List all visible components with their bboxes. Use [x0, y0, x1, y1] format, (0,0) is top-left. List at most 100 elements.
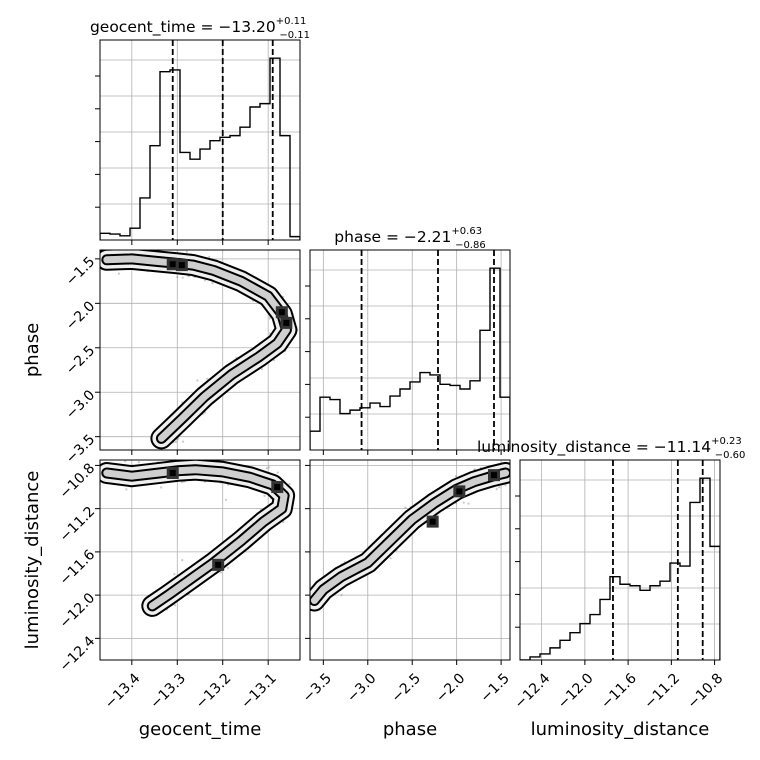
hist-frame-phase [309, 249, 511, 451]
sample-point [276, 471, 279, 474]
hist-frame-geocent-time [99, 39, 301, 241]
sample-point [498, 486, 501, 489]
sample-point [185, 250, 188, 253]
density-peak-core [274, 484, 281, 491]
sample-point [340, 594, 343, 597]
xtick-label-phase: −1.5 [477, 670, 512, 705]
sample-point [282, 520, 285, 524]
title-luminosity-distance: luminosity_distance = −11.14+0.23 −0.60 [477, 436, 745, 461]
hist-panel-phase [310, 250, 510, 450]
sample-point [226, 566, 230, 569]
hist-panel-geocent-time [100, 40, 300, 240]
title-phase-plus: +0.63 [451, 226, 482, 237]
joint-frame-luminosity-distance-vs-phase [309, 459, 511, 661]
xtick-label-geocent-time: −13.3 [147, 670, 189, 712]
ytick-label-luminosity-distance: −11.6 [57, 547, 99, 589]
contour-inner-fill [310, 469, 510, 604]
sample-point [211, 282, 214, 285]
title-phase-minus: −0.86 [455, 240, 486, 251]
joint-panel-luminosity-distance-vs-phase [303, 460, 516, 660]
sample-point [174, 441, 178, 444]
density-peak-core [456, 488, 463, 495]
hist-panel-luminosity-distance [520, 460, 720, 660]
joint-panel-phase-vs-geocent-time [100, 250, 300, 450]
sample-point [176, 276, 179, 279]
ytick-label-phase: −2.5 [63, 343, 98, 378]
sample-point [179, 457, 181, 459]
joint-frame-phase-vs-geocent-time [99, 249, 301, 451]
sample-point [467, 502, 470, 505]
sample-point [511, 472, 513, 474]
sample-point [181, 559, 184, 562]
sample-point [462, 501, 465, 504]
sample-point [137, 461, 140, 464]
xtick-label-luminosity-distance: −11.6 [598, 670, 640, 712]
sample-point [263, 494, 266, 497]
xtick-label-phase: −2.0 [433, 670, 468, 705]
ytick-label-luminosity-distance: −10.8 [57, 460, 99, 502]
density-peak-core [278, 309, 285, 316]
ylabel-luminosity-distance: luminosity_distance [22, 471, 43, 650]
xlabel-luminosity-distance: luminosity_distance [531, 719, 710, 740]
title-geocent-time-plus: +0.11 [276, 16, 307, 27]
sample-point [219, 571, 223, 574]
xtick-label-geocent-time: −13.2 [193, 670, 235, 712]
sample-point [206, 377, 209, 380]
title-geocent-time-minus: −0.11 [279, 30, 310, 41]
sample-point [160, 486, 163, 489]
sample-point [454, 475, 457, 478]
density-peak-core [491, 472, 497, 479]
sample-point [268, 466, 271, 469]
xtick-label-phase: −2.5 [389, 670, 424, 705]
sample-point [225, 498, 228, 501]
title-phase-text: phase = −2.21 [334, 228, 451, 246]
xtick-label-luminosity-distance: −12.4 [512, 670, 554, 712]
sample-point [196, 379, 199, 382]
title-luminosity-distance-minus: −0.60 [715, 450, 746, 461]
sample-point [180, 481, 183, 484]
joint-frame-luminosity-distance-vs-geocent-time [99, 459, 301, 661]
ytick-label-luminosity-distance: −11.2 [57, 504, 99, 546]
xtick-label-geocent-time: −13.4 [102, 670, 144, 712]
sample-point [504, 484, 507, 487]
xlabel-geocent-time: geocent_time [139, 719, 262, 740]
sample-point [174, 604, 177, 607]
sample-point [173, 573, 176, 576]
sample-point [389, 557, 392, 560]
sample-point [495, 488, 498, 491]
hist-step-luminosity-distance [520, 477, 720, 660]
sample-point [124, 460, 127, 463]
hist-frame-luminosity-distance [519, 459, 721, 661]
sample-point [117, 272, 120, 275]
density-peak-core [169, 261, 176, 268]
density-peak-core [215, 561, 222, 568]
density-peak-core [178, 262, 185, 269]
xtick-label-luminosity-distance: −12.0 [555, 670, 597, 712]
sample-point [303, 597, 305, 599]
sample-point [208, 255, 211, 258]
xtick-label-luminosity-distance: −10.8 [685, 670, 727, 712]
xtick-label-geocent-time: −13.1 [238, 670, 280, 712]
ytick-label-luminosity-distance: −12.4 [57, 633, 99, 675]
sample-point [288, 483, 291, 486]
joint-panel-luminosity-distance-vs-geocent-time [100, 457, 300, 660]
title-luminosity-distance-plus: +0.23 [711, 436, 742, 447]
ytick-label-phase: −2.0 [63, 298, 98, 333]
title-phase: phase = −2.21+0.63 −0.86 [334, 226, 485, 251]
xtick-label-luminosity-distance: −11.2 [641, 670, 683, 712]
title-geocent-time-text: geocent_time = −13.20 [90, 18, 276, 37]
ytick-label-phase: −3.5 [63, 432, 98, 467]
sample-point [260, 368, 264, 371]
sample-point [273, 359, 276, 362]
sample-point [182, 440, 185, 443]
hist-step-phase [310, 267, 510, 450]
density-peak-core [429, 518, 436, 525]
hist-step-geocent-time [100, 57, 300, 240]
ytick-label-phase: −3.0 [63, 387, 98, 422]
density-peak-core [169, 469, 176, 476]
sample-point [181, 276, 184, 279]
xtick-label-phase: −3.0 [344, 670, 379, 705]
ytick-label-luminosity-distance: −12.0 [57, 590, 99, 632]
sample-point [514, 475, 516, 477]
